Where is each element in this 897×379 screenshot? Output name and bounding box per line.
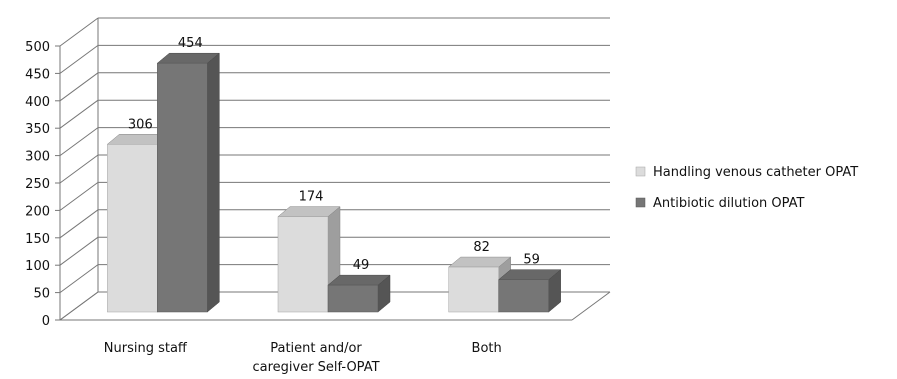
gridline-side [59,127,99,157]
bar-1-2 [497,269,562,313]
bar-front [498,279,549,313]
x-category-label: caregiver Self-OPAT [252,360,379,375]
floor-right-edge [571,291,611,321]
y-tick-label: 150 [25,232,50,247]
x-category-label: Both [472,341,502,356]
x-axis-categories: Nursing staff Patient and/or caregiver Sel… [104,341,502,375]
y-tick-label: 450 [25,67,50,82]
y-tick-label: 350 [25,122,50,137]
data-label: 454 [178,36,203,51]
legend-swatch [635,166,646,177]
y-tick-label: 100 [25,259,50,274]
gridline-side [59,44,99,74]
legend-label: Handling venous catheter OPAT [653,165,858,180]
bar-front [327,284,379,313]
bars: 306 454 174 49 82 59 [106,36,562,313]
y-tick-label: 400 [25,95,50,110]
data-label: 174 [299,190,324,205]
bar-0-2 [447,256,512,313]
y-tick-label: 200 [25,204,50,219]
x-category-label: Nursing staff [104,341,188,356]
legend-label: Antibiotic dilution OPAT [653,196,805,211]
legend-swatch [635,197,646,208]
bar-front [157,62,208,313]
gridline-side [59,236,99,266]
gridline-side [59,181,99,211]
gridline-side [59,209,99,239]
gridline-side [59,99,99,129]
gridline-side [59,17,99,47]
y-tick-label: 500 [25,40,50,55]
data-label: 49 [353,258,370,273]
gridline-side [59,72,99,102]
bar-1-1 [327,274,391,313]
gridline-side [59,154,99,184]
data-label: 82 [473,240,490,255]
bar-front [107,144,158,313]
y-tick-label: 50 [33,287,50,302]
data-label: 306 [128,117,153,132]
gridline-side [59,291,99,321]
y-axis-ticks: 0 50 100 150 200 250 300 350 400 450 500 [25,40,60,329]
bar-front [277,216,329,313]
bar-1-0 [156,52,221,313]
y-tick-label: 300 [25,150,50,165]
x-category-label: Patient and/or [270,341,362,356]
data-label: 59 [523,253,540,268]
legend: Handling venous catheter OPAT Antibiotic … [635,165,858,211]
bar-0-1 [277,206,341,313]
bar-side [207,52,220,313]
bar-front [448,266,499,313]
gridline-side [59,264,99,294]
y-tick-label: 250 [25,177,50,192]
y-tick-label: 0 [42,314,50,329]
